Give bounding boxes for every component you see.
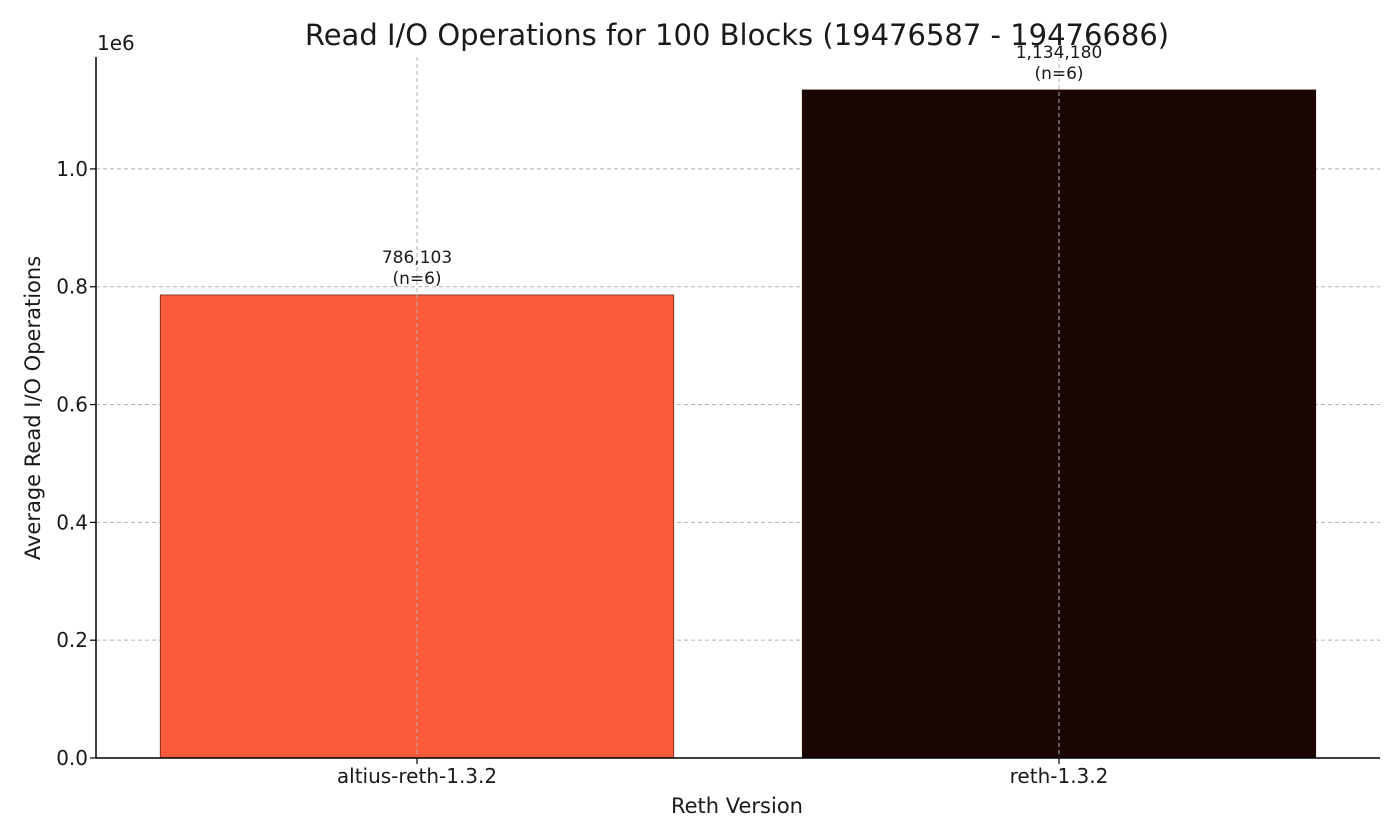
y-tick-label: 0.0 <box>56 746 88 770</box>
x-tick-label: reth-1.3.2 <box>1010 764 1109 788</box>
vertical-grid-layer <box>416 57 1060 758</box>
y-axis-offset-label: 1e6 <box>97 31 135 55</box>
x-tick-label: altius-reth-1.3.2 <box>337 764 497 788</box>
x-axis-label: Reth Version <box>671 794 803 818</box>
bar-value-label: 786,103 <box>382 248 452 268</box>
y-tick-label: 0.8 <box>56 275 88 299</box>
axes-layer <box>90 57 1380 764</box>
y-tick-label: 0.2 <box>56 628 88 652</box>
bar-value-label: 1,134,180 <box>1016 43 1103 63</box>
bar-count-label: (n=6) <box>1034 64 1083 84</box>
chart-title: Read I/O Operations for 100 Blocks (1947… <box>305 18 1169 52</box>
y-tick-label: 0.6 <box>56 393 88 417</box>
bar-count-label: (n=6) <box>392 269 441 289</box>
y-tick-label: 0.4 <box>56 510 88 534</box>
labels-layer: 0.0 0.2 0.4 0.6 0.8 1.0 altius-reth-1.3.2 786,1… <box>56 43 1108 788</box>
bars-layer <box>159 89 1317 759</box>
y-axis-label: Average Read I/O Operations <box>21 256 45 560</box>
y-tick-label: 1.0 <box>56 157 88 181</box>
